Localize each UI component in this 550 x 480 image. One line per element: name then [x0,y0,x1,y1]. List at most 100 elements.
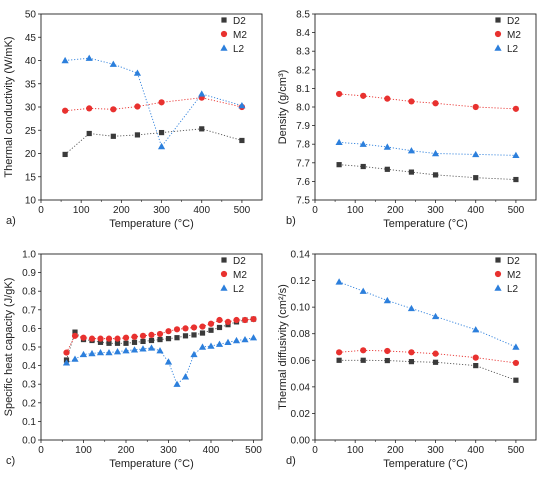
data-point-M2 [432,350,439,357]
y-tick-label: 0.12 [291,276,311,287]
data-point-L2 [512,151,520,159]
data-point-D2 [384,166,390,172]
data-point-L2 [335,278,343,285]
data-point-M2 [131,333,138,340]
data-point-L2 [122,347,130,354]
y-tick-label: 15 [25,172,37,183]
data-point-M2 [250,316,257,323]
y-tick-label: 0.00 [291,436,311,447]
x-tick-label: 0 [38,205,44,216]
x-tick-label: 400 [467,205,484,216]
x-axis-label: Temperature (°C) [109,218,193,230]
data-point-D2 [114,340,121,346]
data-point-M2 [512,359,520,367]
legend-marker-M2 [220,270,228,278]
legend-label-L2: L2 [233,284,245,295]
plot-frame [314,253,537,441]
x-tick-label: 0 [38,445,44,456]
data-point-D2 [191,332,197,338]
data-point-M2 [384,95,391,102]
data-point-M2 [122,334,130,341]
data-point-D2 [432,359,439,365]
y-tick-label: 0.04 [291,382,311,393]
data-point-M2 [86,105,93,112]
x-tick-label: 100 [347,205,364,216]
data-point-L2 [113,348,122,355]
data-point-D2 [513,377,519,383]
legend: D2 M2 L2 [220,256,247,295]
data-point-L2 [224,338,232,346]
legend-label-L2: L2 [233,44,245,55]
data-point-M2 [148,331,155,339]
y-tick-label: 0.14 [291,250,311,261]
data-point-D2 [336,357,342,363]
data-point-L2 [431,312,440,320]
x-tick-label: 500 [508,445,525,456]
data-point-L2 [156,347,164,354]
x-tick-label: 500 [245,445,262,456]
data-point-L2 [232,336,241,344]
data-point-D2 [432,172,439,178]
legend-marker-M2 [220,30,228,38]
y-tick-label: 8.3 [296,47,310,58]
data-point-M2 [199,323,206,330]
y-tick-label: 0.5 [22,343,36,354]
data-point-L2 [105,348,113,356]
data-point-M2 [224,318,232,325]
data-point-D2 [336,162,342,168]
y-tick-label: 20 [25,149,37,160]
data-point-M2 [105,335,113,342]
x-tick-label: 500 [234,205,251,216]
legend-label-L2: L2 [507,44,519,55]
data-point-M2 [156,330,164,338]
legend-marker-D2 [495,257,501,263]
data-point-L2 [472,326,480,333]
x-tick-label: 100 [347,445,364,456]
chart-panel-a: 0 100 200 300 400 500 10 15 20 25 30 35 40 45 50 Temper… [3,10,263,230]
data-point-D2 [408,359,415,365]
series-line-L2 [338,281,517,348]
x-tick-label: 300 [427,205,444,216]
legend-marker-L2 [494,284,502,291]
legend: D2 M2 L2 [494,16,521,55]
legend-label-D2: D2 [233,256,246,267]
data-point-M2 [360,92,367,99]
data-point-L2 [133,69,142,76]
legend-marker-M2 [494,270,502,278]
data-point-D2 [123,340,129,346]
plot-frame [314,13,537,201]
data-point-M2 [472,103,479,111]
x-tick-label: 100 [75,445,92,456]
data-point-M2 [190,324,198,331]
legend-marker-L2 [220,44,228,51]
data-point-M2 [512,105,520,112]
y-tick-label: 7.7 [296,158,310,169]
data-point-L2 [207,342,215,349]
data-point-L2 [109,60,117,67]
legend: D2 M2 L2 [220,16,247,55]
data-point-L2 [139,345,147,352]
data-point-M2 [216,316,223,324]
data-point-L2 [238,102,246,109]
x-tick-label: 300 [427,445,444,456]
data-point-D2 [513,176,519,183]
y-tick-label: 7.5 [296,196,310,207]
data-point-L2 [147,344,156,351]
panel-label: c) [6,455,15,467]
data-point-D2 [199,330,206,336]
data-point-L2 [130,346,139,353]
data-point-D2 [157,336,163,343]
chart-panel-d: 0 100 200 300 400 500 0.00 0.02 0.04 0.06 0.08 0.10… [277,250,537,470]
y-axis-label: Thermal conductivity (W/mK) [3,36,15,177]
x-tick-label: 0 [312,205,318,216]
y-tick-label: 0.8 [22,287,36,298]
panel-label: a) [6,215,16,227]
data-point-D2 [148,337,155,344]
chart-panel-c: 0 100 200 300 400 500 0.0 0.1 0.2 0.3 0.4 0.5 0.6 0.7… [3,250,263,470]
y-axis-label: Density (g/cm³) [277,70,289,145]
data-point-M2 [63,349,70,356]
data-point-M2 [241,316,249,324]
data-point-M2 [134,103,141,110]
y-tick-label: 7.9 [296,121,310,132]
